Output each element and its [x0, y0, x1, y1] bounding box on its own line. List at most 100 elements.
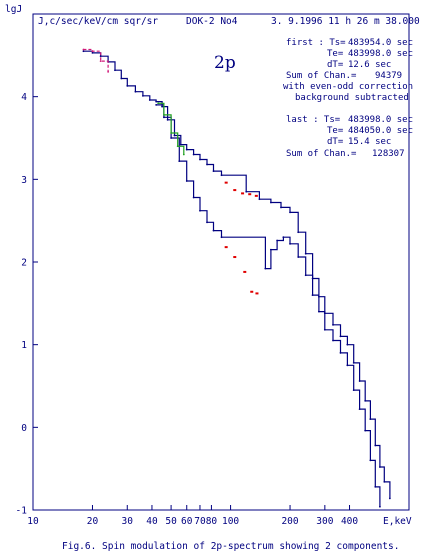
- last-dt-label: dT=: [327, 137, 344, 147]
- datetime-label: 3. 9.1996 11 h 26 m 38.000 s: [271, 16, 425, 27]
- data-point: [276, 239, 279, 242]
- data-point: [245, 190, 248, 193]
- x-tick-label: 40: [146, 516, 158, 527]
- data-point: [220, 174, 223, 177]
- last-te-label: Te=: [327, 126, 344, 136]
- data-point: [91, 50, 94, 53]
- x-tick-label: 100: [222, 516, 239, 527]
- first-te-label: Te=: [327, 49, 344, 59]
- data-point: [369, 418, 372, 420]
- y-axis-label: lgJ: [5, 4, 22, 15]
- data-point: [199, 158, 201, 161]
- y-tick-label: -1: [16, 506, 28, 517]
- last-dt: 15.4 sec: [348, 137, 391, 147]
- data-point: [243, 270, 247, 273]
- y-tick-label: 1: [21, 340, 27, 351]
- data-point: [173, 134, 176, 137]
- first-te: 483998.0 sec: [348, 49, 413, 59]
- data-point: [364, 399, 367, 402]
- data-point: [332, 339, 334, 342]
- data-point: [199, 209, 201, 212]
- instrument-label: DOK-2 No4: [186, 16, 238, 27]
- data-point: [114, 69, 116, 72]
- data-point: [270, 248, 272, 251]
- x-tick-label: 50: [165, 516, 177, 527]
- series-line: [158, 102, 185, 155]
- last-sum-label: Sum of Chan.=: [286, 149, 357, 159]
- data-point: [318, 310, 320, 313]
- data-point: [163, 116, 165, 119]
- first-header: first : Ts=: [286, 38, 346, 48]
- data-point: [163, 113, 165, 116]
- series-2: [82, 48, 110, 73]
- data-point: [206, 221, 208, 224]
- data-point: [91, 51, 94, 54]
- series-3: [157, 102, 185, 156]
- series-1: [155, 104, 381, 508]
- data-point: [170, 137, 172, 139]
- data-point: [161, 105, 163, 108]
- last-sum: 128307: [372, 149, 405, 159]
- series-layer: [82, 48, 391, 508]
- data-point: [339, 352, 342, 354]
- x-tick-label: 60: [181, 516, 193, 527]
- data-point: [178, 160, 181, 163]
- data-point: [332, 323, 334, 326]
- data-point: [339, 335, 342, 338]
- y-tick-label: 2: [21, 258, 27, 269]
- data-point: [233, 256, 237, 259]
- y-tick-labels: -1 0 1 2 3 4: [16, 92, 28, 516]
- data-point: [304, 252, 307, 255]
- data-point: [358, 408, 361, 411]
- data-point: [250, 290, 254, 293]
- data-point: [134, 90, 137, 93]
- last-header: last : Ts=: [286, 115, 341, 125]
- x-tick-label: 30: [122, 516, 134, 527]
- first-sum: 94379: [375, 71, 402, 81]
- x-tick-label: 300: [316, 516, 333, 527]
- data-point: [142, 94, 144, 97]
- x-axis-label: E,keV: [383, 516, 412, 527]
- data-point: [388, 497, 391, 500]
- data-point: [364, 429, 367, 432]
- first-sum-label: Sum of Chan.=: [286, 71, 357, 81]
- series-line: [83, 50, 391, 499]
- y-tick-label: 3: [21, 175, 27, 186]
- data-point: [99, 60, 102, 63]
- data-point: [192, 196, 195, 199]
- tick-marks: [32, 96, 351, 511]
- data-point: [176, 145, 179, 148]
- data-point: [369, 459, 372, 462]
- data-point: [179, 143, 182, 146]
- data-point: [155, 100, 158, 103]
- data-point: [126, 85, 129, 87]
- data-point: [224, 246, 228, 249]
- data-point: [264, 267, 267, 270]
- data-point: [192, 153, 195, 156]
- x-tick-labels: 10 20 30 40 50 60 70 80 100 200 300 400: [27, 516, 358, 527]
- data-point: [280, 206, 282, 209]
- data-point: [185, 148, 188, 151]
- data-point: [248, 193, 252, 196]
- data-point: [374, 485, 377, 488]
- data-point: [82, 48, 85, 51]
- x-tick-label: 200: [281, 516, 298, 527]
- data-point: [220, 236, 223, 239]
- series-line: [156, 104, 381, 507]
- x-tick-label: 400: [341, 516, 358, 527]
- data-point: [185, 180, 188, 182]
- data-point: [170, 132, 172, 134]
- series-0: [82, 50, 391, 500]
- series-line: [83, 48, 109, 72]
- data-point: [379, 466, 381, 468]
- last-te: 484050.0 sec: [348, 126, 413, 136]
- data-point: [148, 99, 151, 101]
- data-point: [157, 102, 160, 105]
- data-point: [182, 153, 185, 156]
- data-point: [212, 170, 215, 172]
- figure-caption: Fig.6. Spin modulation of 2p-spectrum sh…: [62, 541, 399, 552]
- data-point: [346, 364, 349, 367]
- x-tick-label: 10: [27, 516, 39, 527]
- first-ts: 483954.0 sec: [348, 38, 413, 48]
